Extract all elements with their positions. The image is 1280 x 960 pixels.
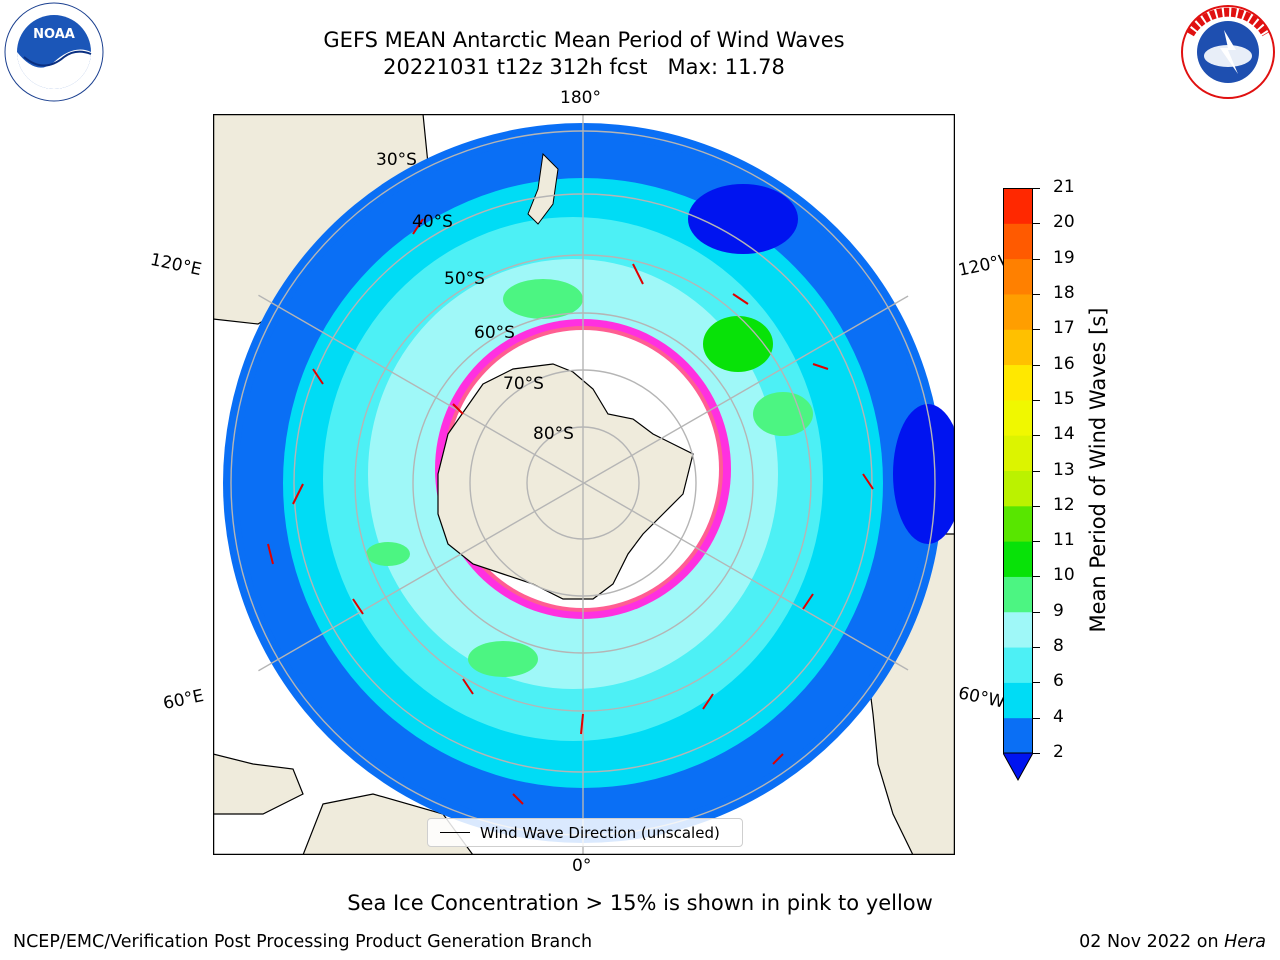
legend-label: Wind Wave Direction (unscaled) xyxy=(480,823,720,842)
map-legend: Wind Wave Direction (unscaled) xyxy=(427,818,743,847)
colorbar-tick-mark xyxy=(1033,576,1040,578)
colorbar-tick-mark xyxy=(1033,399,1040,401)
colorbar-segment xyxy=(1003,576,1033,613)
colorbar-outline xyxy=(1003,188,1033,754)
lon-label-0: 0° xyxy=(572,856,592,876)
antarctic-polar-map xyxy=(213,114,955,855)
svg-text:NOAA: NOAA xyxy=(33,27,75,42)
antarctica-land xyxy=(437,363,694,600)
nws-logo xyxy=(1181,5,1275,99)
chart-title: GEFS MEAN Antarctic Mean Period of Wind … xyxy=(323,28,845,52)
lon-label-60e: 60°E xyxy=(161,685,206,715)
sea-ice-caption: Sea Ice Concentration > 15% is shown in … xyxy=(347,891,933,915)
lat-label-30s: 30°S xyxy=(376,150,417,170)
lon-label-120e: 120°E xyxy=(148,249,204,281)
colorbar-segment xyxy=(1003,364,1033,401)
colorbar-segment xyxy=(1003,399,1033,436)
colorbar-tick-label: 6 xyxy=(1053,671,1064,692)
colorbar-segment xyxy=(1003,223,1033,260)
colorbar-segment xyxy=(1003,682,1033,719)
colorbar-tick-label: 20 xyxy=(1053,212,1075,233)
footer-credit: NCEP/EMC/Verification Post Processing Pr… xyxy=(13,932,593,952)
colorbar-segment xyxy=(1003,717,1033,754)
colorbar xyxy=(1003,188,1033,782)
colorbar-tick-label: 9 xyxy=(1053,600,1064,621)
new-zealand-land xyxy=(527,152,559,225)
colorbar-segment xyxy=(1003,435,1033,471)
colorbar-tick-label: 16 xyxy=(1053,353,1075,374)
colorbar-tick-mark xyxy=(1033,258,1040,260)
colorbar-tick-label: 18 xyxy=(1053,282,1075,303)
chart-subtitle: 20221031 t12z 312h fcst Max: 11.78 xyxy=(234,55,934,79)
colorbar-segment xyxy=(1003,611,1033,648)
colorbar-tick-label: 8 xyxy=(1053,636,1064,657)
colorbar-tick-mark xyxy=(1033,541,1040,543)
colorbar-tick-mark xyxy=(1033,682,1040,684)
lat-label-60s: 60°S xyxy=(474,323,515,343)
colorbar-tick-label: 4 xyxy=(1053,706,1064,727)
footer-date: 02 Nov 2022 on Hera xyxy=(1079,932,1266,952)
colorbar-tick-mark xyxy=(1033,470,1040,472)
colorbar-label: Mean Period of Wind Waves [s] xyxy=(1086,307,1110,633)
lat-label-80s: 80°S xyxy=(533,424,574,444)
noaa-logo: NOAA xyxy=(4,2,104,102)
lat-label-70s: 70°S xyxy=(503,374,544,394)
colorbar-tick-mark xyxy=(1033,611,1040,613)
forecast-label: 20221031 t12z 312h fcst xyxy=(383,55,648,79)
colorbar-tick-label: 21 xyxy=(1053,177,1075,197)
colorbar-tick-mark xyxy=(1033,188,1040,189)
colorbar-tick-label: 13 xyxy=(1053,459,1075,480)
lat-label-40s: 40°S xyxy=(412,212,453,232)
colorbar-segment xyxy=(1003,647,1033,683)
footer-date-text: 02 Nov 2022 on xyxy=(1079,932,1219,952)
colorbar-tick-label: 17 xyxy=(1053,318,1075,339)
colorbar-tick-mark xyxy=(1033,223,1040,225)
colorbar-tick-label: 11 xyxy=(1053,530,1075,551)
colorbar-tick-label: 10 xyxy=(1053,565,1075,586)
colorbar-tick-mark xyxy=(1033,717,1040,719)
colorbar-tick-label: 14 xyxy=(1053,424,1075,445)
lon-label-180: 180° xyxy=(560,88,601,108)
colorbar-tick-mark xyxy=(1033,647,1040,649)
colorbar-tick-label: 12 xyxy=(1053,494,1075,515)
colorbar-segment xyxy=(1003,258,1033,295)
colorbar-tick-label: 2 xyxy=(1053,742,1064,762)
lon-label-60w: 60°W xyxy=(956,683,1007,713)
footer-host: Hera xyxy=(1224,932,1266,952)
colorbar-tick-mark xyxy=(1033,329,1040,331)
colorbar-segment xyxy=(1003,188,1033,224)
colorbar-tick-label: 19 xyxy=(1053,247,1075,268)
colorbar-segment xyxy=(1003,329,1033,366)
colorbar-tick-label: 15 xyxy=(1053,388,1075,409)
colorbar-tick-mark xyxy=(1033,435,1040,437)
colorbar-tick-mark xyxy=(1033,293,1040,295)
wind-wave-direction-arrows xyxy=(267,218,874,805)
colorbar-tick-mark xyxy=(1033,364,1040,366)
colorbar-segment xyxy=(1003,541,1033,577)
colorbar-under-extend xyxy=(1003,752,1033,782)
lat-label-50s: 50°S xyxy=(444,269,485,289)
colorbar-segment xyxy=(1003,505,1033,542)
colorbar-tick-mark xyxy=(1033,505,1040,507)
max-value-label: Max: 11.78 xyxy=(667,55,785,79)
africa-land xyxy=(213,753,304,815)
colorbar-segment xyxy=(1003,293,1033,330)
colorbar-tick-mark xyxy=(1033,753,1040,754)
colorbar-segment xyxy=(1003,470,1033,507)
legend-line-sample xyxy=(440,832,470,833)
